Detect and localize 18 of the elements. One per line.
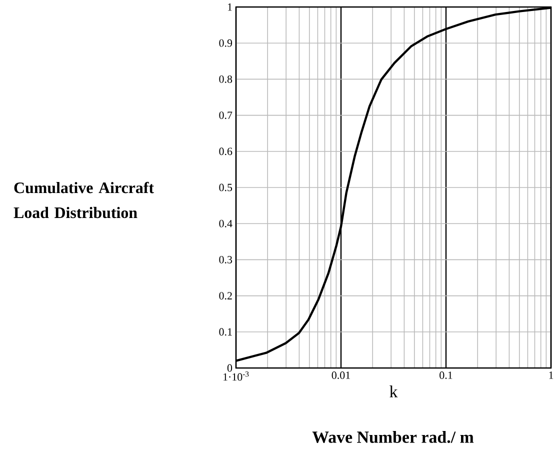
y-axis-title: Cumulative Aircraft Load Distribution bbox=[14, 182, 154, 218]
y-tick-label: 0.7 bbox=[219, 112, 232, 120]
y-tick-label: 1 bbox=[228, 3, 232, 11]
x-tick-label: 0.01 bbox=[332, 372, 350, 379]
y-tick-label: 0.1 bbox=[219, 328, 232, 336]
y-tick-label: 0.6 bbox=[219, 148, 232, 156]
y-tick-label: 0.5 bbox=[219, 184, 232, 192]
x-axis-title: k bbox=[390, 386, 398, 398]
y-tick-label: 0.4 bbox=[219, 220, 232, 228]
y-tick-label: 0.3 bbox=[219, 256, 232, 264]
x-tick-label: 1·10$^{-3}$ bbox=[223, 372, 249, 381]
y-tick-label: 0.8 bbox=[219, 75, 232, 83]
y-tick-label: 0.2 bbox=[219, 292, 232, 300]
x-tick-label: 1 bbox=[549, 372, 554, 379]
y-tick-label: 0.9 bbox=[219, 39, 232, 47]
text: Wave Number rad./ m bbox=[312, 430, 474, 443]
y-tick-label: 0 bbox=[227, 364, 232, 372]
x-tick-label: 0.1 bbox=[440, 372, 452, 379]
